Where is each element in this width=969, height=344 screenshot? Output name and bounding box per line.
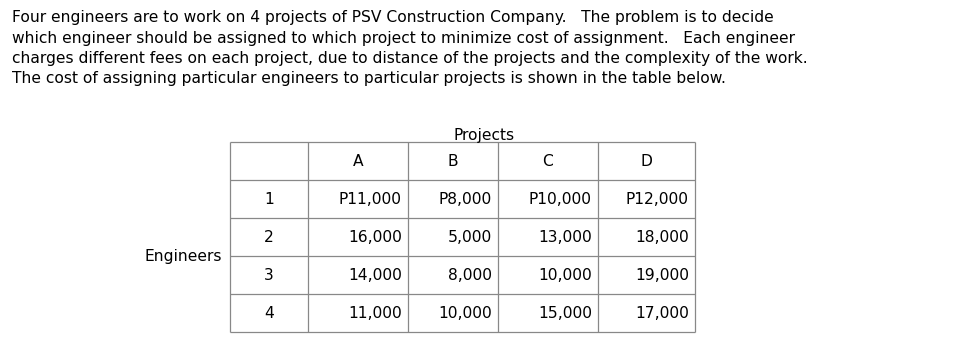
Text: C: C — [543, 153, 553, 169]
Text: 11,000: 11,000 — [348, 305, 402, 321]
Text: 14,000: 14,000 — [348, 268, 402, 282]
Text: 10,000: 10,000 — [438, 305, 492, 321]
Text: 16,000: 16,000 — [348, 229, 402, 245]
Text: P11,000: P11,000 — [339, 192, 402, 206]
Text: 10,000: 10,000 — [538, 268, 592, 282]
Text: charges different fees on each project, due to distance of the projects and the : charges different fees on each project, … — [12, 51, 807, 66]
Text: B: B — [448, 153, 458, 169]
Text: The cost of assigning particular engineers to particular projects is shown in th: The cost of assigning particular enginee… — [12, 72, 726, 86]
Text: 15,000: 15,000 — [538, 305, 592, 321]
Text: 5,000: 5,000 — [448, 229, 492, 245]
Text: Four engineers are to work on 4 projects of PSV Construction Company.   The prob: Four engineers are to work on 4 projects… — [12, 10, 774, 25]
Text: D: D — [641, 153, 652, 169]
Text: 4: 4 — [265, 305, 274, 321]
Text: Projects: Projects — [453, 128, 515, 143]
Text: A: A — [353, 153, 363, 169]
Text: P12,000: P12,000 — [626, 192, 689, 206]
Text: 3: 3 — [265, 268, 274, 282]
Text: 8,000: 8,000 — [448, 268, 492, 282]
Text: 13,000: 13,000 — [538, 229, 592, 245]
Text: P10,000: P10,000 — [529, 192, 592, 206]
Text: Engineers: Engineers — [144, 248, 222, 264]
Text: P8,000: P8,000 — [439, 192, 492, 206]
Text: which engineer should be assigned to which project to minimize cost of assignmen: which engineer should be assigned to whi… — [12, 31, 795, 45]
Text: 1: 1 — [265, 192, 274, 206]
Text: 19,000: 19,000 — [635, 268, 689, 282]
Text: 17,000: 17,000 — [635, 305, 689, 321]
Text: 2: 2 — [265, 229, 274, 245]
Text: 18,000: 18,000 — [636, 229, 689, 245]
